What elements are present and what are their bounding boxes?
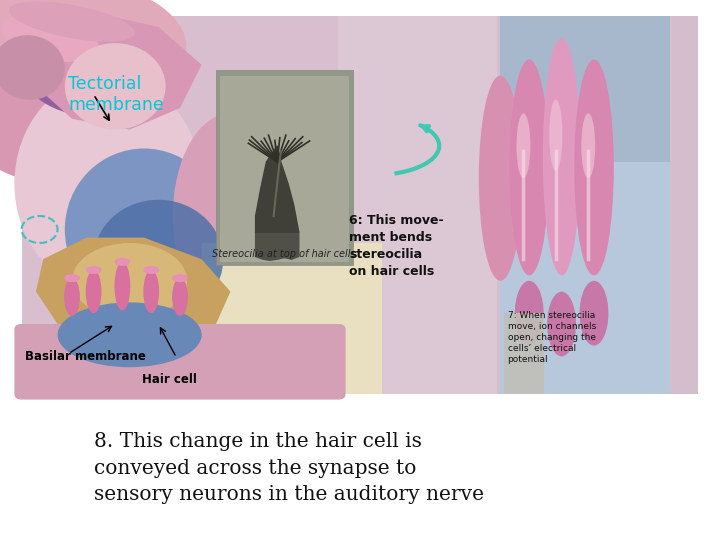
Ellipse shape: [72, 243, 187, 319]
Ellipse shape: [516, 113, 531, 178]
FancyBboxPatch shape: [220, 76, 349, 262]
Ellipse shape: [58, 302, 202, 367]
Ellipse shape: [575, 59, 613, 275]
Ellipse shape: [510, 59, 549, 275]
Text: Basilar membrane: Basilar membrane: [25, 350, 146, 363]
Ellipse shape: [114, 262, 130, 310]
Ellipse shape: [0, 35, 65, 100]
FancyBboxPatch shape: [490, 16, 493, 394]
Polygon shape: [256, 146, 299, 232]
Text: Stereocilia at top of hair cells: Stereocilia at top of hair cells: [212, 249, 356, 259]
FancyBboxPatch shape: [504, 313, 544, 394]
Ellipse shape: [143, 266, 159, 274]
Text: 8. This change in the hair cell is
conveyed across the synapse to
sensory neuron: 8. This change in the hair cell is conve…: [94, 432, 484, 504]
FancyBboxPatch shape: [202, 243, 382, 394]
Ellipse shape: [94, 200, 223, 319]
Ellipse shape: [64, 278, 80, 316]
Ellipse shape: [114, 258, 130, 266]
Text: 7: When stereocilia
move, ion channels
open, changing the
cells’ electrical
pote: 7: When stereocilia move, ion channels o…: [508, 311, 596, 364]
Ellipse shape: [515, 281, 544, 346]
Polygon shape: [36, 238, 230, 346]
Ellipse shape: [580, 281, 608, 346]
Text: Hair cell: Hair cell: [142, 373, 197, 386]
Ellipse shape: [14, 76, 202, 292]
Ellipse shape: [64, 274, 80, 282]
Ellipse shape: [172, 278, 188, 316]
Ellipse shape: [22, 19, 166, 116]
Ellipse shape: [172, 274, 188, 282]
FancyBboxPatch shape: [500, 16, 670, 162]
Ellipse shape: [143, 270, 159, 313]
FancyBboxPatch shape: [22, 16, 346, 394]
FancyBboxPatch shape: [14, 324, 346, 400]
FancyBboxPatch shape: [22, 16, 698, 394]
Ellipse shape: [549, 99, 562, 171]
Ellipse shape: [86, 270, 102, 313]
Ellipse shape: [173, 113, 288, 319]
Polygon shape: [22, 11, 202, 130]
Ellipse shape: [65, 148, 223, 310]
Ellipse shape: [543, 38, 580, 275]
Ellipse shape: [581, 113, 595, 178]
FancyBboxPatch shape: [216, 70, 353, 265]
Ellipse shape: [0, 0, 186, 98]
Polygon shape: [256, 217, 299, 260]
Ellipse shape: [86, 266, 102, 274]
Text: Tectorial
membrane: Tectorial membrane: [68, 75, 164, 114]
Ellipse shape: [2, 14, 99, 62]
Text: 6: This move-
ment bends
stereocilia
on hair cells: 6: This move- ment bends stereocilia on …: [349, 214, 444, 278]
Ellipse shape: [65, 43, 166, 130]
Ellipse shape: [479, 76, 522, 281]
Ellipse shape: [0, 32, 158, 184]
FancyBboxPatch shape: [338, 16, 497, 394]
FancyBboxPatch shape: [500, 16, 670, 394]
Ellipse shape: [9, 2, 135, 42]
Ellipse shape: [547, 292, 576, 356]
